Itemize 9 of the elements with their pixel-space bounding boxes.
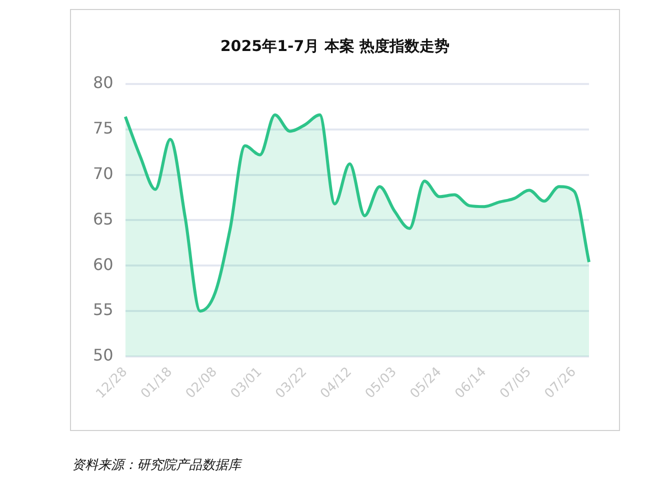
- y-tick-label: 80: [93, 73, 114, 92]
- y-tick-label: 65: [93, 209, 114, 228]
- y-tick-label: 70: [93, 164, 114, 183]
- y-tick-label: 75: [93, 118, 114, 138]
- y-tick-label: 60: [93, 254, 114, 274]
- text: 资料来源：研究院产品数据库: [72, 457, 241, 474]
- chart-title: 2025年1-7月 本案 热度指数走势: [220, 36, 450, 55]
- y-tick-label: 50: [93, 346, 114, 365]
- y-tick-label: 55: [93, 300, 114, 320]
